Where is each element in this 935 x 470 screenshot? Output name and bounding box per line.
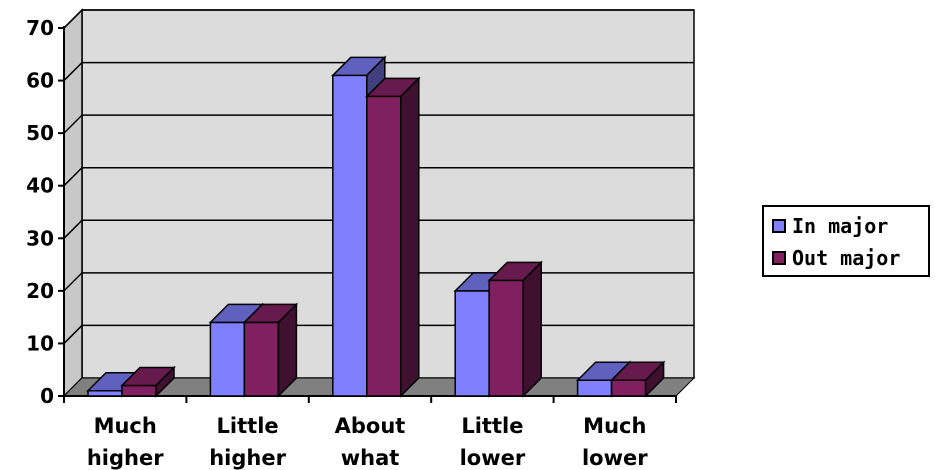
bar [609, 360, 666, 398]
bar-front [87, 389, 123, 397]
x-tick-label: Little [461, 414, 523, 438]
gridline [63, 9, 694, 29]
y-tick-label: 20 [26, 279, 54, 303]
x-tick-label: higher [209, 446, 286, 470]
bar-front [488, 279, 524, 397]
bar-front [243, 321, 280, 397]
side-wall [63, 8, 83, 398]
bar-front [576, 379, 613, 397]
x-tick-label: Much [583, 414, 646, 438]
bar-front [610, 379, 647, 397]
x-tick-label: lower [460, 446, 526, 470]
y-tick-label: 30 [26, 226, 54, 250]
gridline [63, 219, 694, 239]
x-tick-label: what [341, 446, 400, 470]
bar-front [121, 384, 157, 397]
y-tick-label: 50 [26, 121, 54, 145]
legend-label-in-major: In major [792, 214, 889, 238]
y-tick-label: 0 [40, 384, 54, 408]
bar-front [454, 290, 490, 397]
bar-front [209, 321, 246, 397]
gridline [63, 114, 694, 134]
legend-label-out-major: Out major [792, 246, 901, 270]
legend-swatch-in-major [772, 219, 786, 233]
y-tick-labels: 0 10 20 30 40 50 60 70 [26, 16, 54, 408]
bar [120, 365, 176, 398]
legend-item-in-major: In major [772, 213, 888, 239]
legend-swatch-out-major [772, 251, 786, 265]
x-tick-labels: Much higher Little higher About what Little low… [87, 414, 648, 470]
bar [242, 302, 299, 398]
bar [364, 76, 421, 398]
x-tick-label: Much [94, 414, 157, 438]
bar-front [366, 95, 402, 397]
y-tick-label: 70 [26, 16, 54, 40]
y-tick-label: 60 [26, 69, 54, 93]
x-tick-label: lower [582, 446, 648, 470]
y-tick-label: 40 [26, 174, 54, 198]
gridline [63, 166, 694, 187]
y-tick-label: 10 [26, 331, 54, 355]
bar [487, 260, 544, 398]
x-tick-label: higher [87, 446, 164, 470]
bars [86, 55, 666, 398]
gridline [63, 61, 694, 82]
bar-front [332, 74, 368, 397]
bar-side [522, 260, 542, 398]
bar-side [400, 76, 420, 398]
x-tick-label: Little [217, 414, 279, 438]
bar-side [277, 302, 298, 398]
legend-item-out-major: Out major [772, 245, 900, 271]
bar-side [644, 360, 665, 398]
legend: In major Out major [762, 205, 930, 277]
x-tick-label: About [335, 414, 406, 438]
bar-side [155, 365, 175, 398]
